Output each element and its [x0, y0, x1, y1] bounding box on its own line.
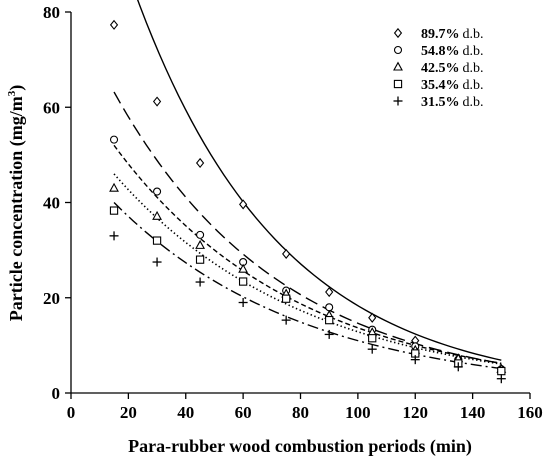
legend-marker-1 [393, 27, 403, 39]
data-point-series-2 [109, 135, 119, 144]
data-point-series-5 [324, 329, 334, 339]
data-point-series-4 [238, 277, 248, 286]
fit-line-series-5 [113, 202, 502, 370]
data-point-series-1 [195, 157, 205, 169]
x-tick-label: 40 [177, 403, 194, 422]
fit-curves [113, 0, 502, 370]
x-axis-title: Para-rubber wood combustion periods (min… [128, 436, 472, 457]
data-point-series-3 [109, 182, 119, 192]
fit-line-series-2 [113, 91, 502, 365]
data-point-series-1 [109, 19, 119, 30]
legend-series-unit: d.b. [463, 27, 484, 42]
data-point-series-5 [152, 257, 162, 267]
data-point-series-4 [109, 206, 119, 215]
data-markers [109, 19, 507, 384]
x-tick-label: 160 [517, 403, 543, 422]
y-tick-label: 60 [43, 98, 60, 117]
plot-area-frame [71, 12, 530, 393]
data-point-series-4 [497, 366, 506, 376]
fit-line-series-3 [113, 144, 502, 364]
data-point-series-1 [239, 199, 248, 210]
legend-series-unit: d.b. [463, 44, 484, 59]
legend-label-5: 31.5% d.b. [421, 95, 484, 110]
legend-series-unit: d.b. [463, 78, 484, 93]
y-axis-title-close: ) [6, 85, 27, 91]
x-tick-label: 0 [67, 403, 76, 422]
data-point-series-5 [109, 231, 119, 241]
data-point-series-5 [238, 298, 248, 308]
data-point-series-3 [152, 210, 162, 220]
data-point-series-5 [410, 355, 420, 365]
x-tick-label: 100 [345, 403, 371, 422]
data-point-series-5 [453, 362, 463, 372]
legend-series-name: 42.5% [421, 61, 460, 76]
x-tick-label: 80 [292, 403, 309, 422]
legend: 89.7% d.b.54.8% d.b.42.5% d.b.35.4% d.b.31.5… [393, 27, 484, 110]
data-point-series-4 [325, 315, 334, 325]
legend-marker-2 [393, 45, 403, 55]
fit-line-series-1 [136, 0, 502, 361]
x-tick-label: 120 [403, 403, 429, 422]
legend-series-unit: d.b. [463, 61, 484, 76]
y-axis-title-main: Particle concentration (mg/m [6, 96, 27, 321]
data-point-series-1 [282, 248, 291, 260]
data-point-series-5 [496, 374, 506, 384]
data-point-series-2 [325, 303, 334, 312]
data-point-series-2 [153, 187, 162, 196]
legend-series-unit: d.b. [463, 95, 484, 110]
y-tick-label: 40 [43, 194, 60, 213]
legend-marker-4 [393, 79, 403, 89]
data-point-series-5 [367, 344, 377, 354]
data-point-series-1 [152, 96, 162, 107]
data-point-series-3 [195, 239, 206, 249]
legend-series-name: 31.5% [421, 95, 460, 110]
y-axis-ticks: 0 20 40 60 80 [43, 3, 71, 403]
data-point-series-1 [325, 286, 334, 298]
y-tick-label: 0 [52, 384, 61, 403]
y-tick-label: 80 [43, 3, 60, 22]
x-tick-label: 20 [120, 403, 137, 422]
data-point-series-4 [368, 334, 377, 343]
y-axis-title-superscript: 3 [6, 90, 18, 96]
legend-label-3: 42.5% d.b. [421, 61, 484, 76]
data-point-series-2 [196, 230, 205, 239]
legend-series-name: 89.7% [421, 27, 460, 42]
legend-series-name: 35.4% [421, 78, 460, 93]
data-point-series-3 [238, 263, 249, 273]
legend-label-1: 89.7% d.b. [421, 27, 484, 42]
legend-marker-5 [393, 96, 403, 106]
y-axis-title: Particle concentration (mg/m3) [6, 85, 27, 321]
fit-line-series-4 [113, 173, 502, 365]
data-point-series-4 [195, 255, 205, 264]
legend-series-name: 54.8% [421, 44, 460, 59]
x-tick-label: 60 [235, 403, 252, 422]
y-tick-label: 20 [43, 289, 60, 308]
legend-label-4: 35.4% d.b. [421, 78, 484, 93]
data-point-series-5 [281, 315, 291, 325]
data-point-series-4 [152, 236, 162, 245]
data-point-series-5 [195, 277, 205, 287]
data-point-series-1 [368, 312, 377, 323]
data-point-series-4 [282, 294, 291, 303]
x-tick-label: 140 [460, 403, 486, 422]
legend-marker-3 [393, 61, 403, 71]
legend-label-2: 54.8% d.b. [421, 44, 484, 59]
x-axis-ticks: 0 20 40 60 80 100 120 140 160 [67, 393, 543, 422]
